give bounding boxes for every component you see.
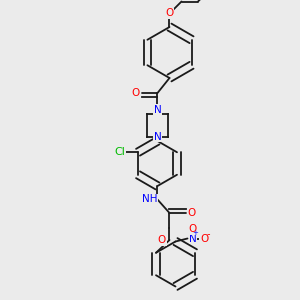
Text: N: N [154,131,161,142]
Text: +: + [192,230,198,236]
Text: NH: NH [142,194,158,205]
Text: O: O [200,233,208,244]
Text: O: O [187,208,196,218]
Text: N: N [189,233,197,244]
Text: O: O [189,224,197,235]
Text: O: O [132,88,140,98]
Text: -: - [206,229,210,239]
Text: O: O [158,235,166,245]
Text: Cl: Cl [115,147,125,157]
Text: N: N [154,104,161,115]
Text: O: O [165,8,174,19]
